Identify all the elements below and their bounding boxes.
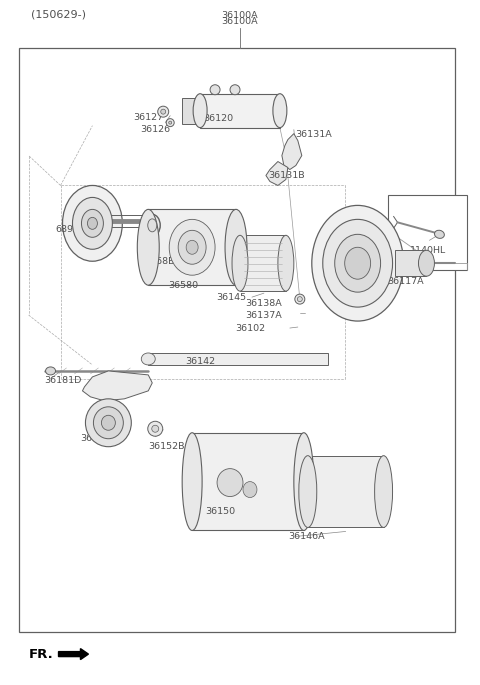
Ellipse shape bbox=[217, 469, 243, 497]
Text: FR.: FR. bbox=[29, 647, 53, 660]
Ellipse shape bbox=[273, 94, 287, 127]
Polygon shape bbox=[282, 134, 302, 169]
Bar bbox=[148, 353, 328, 365]
Ellipse shape bbox=[178, 230, 206, 264]
Ellipse shape bbox=[168, 121, 172, 124]
Text: 36170: 36170 bbox=[81, 434, 110, 443]
Text: 36137A: 36137A bbox=[245, 310, 282, 320]
Ellipse shape bbox=[62, 186, 122, 261]
Ellipse shape bbox=[299, 456, 317, 527]
Ellipse shape bbox=[186, 240, 198, 254]
Ellipse shape bbox=[295, 294, 305, 304]
Bar bbox=[148, 210, 236, 285]
Ellipse shape bbox=[230, 85, 240, 95]
Bar bbox=[387, 195, 468, 270]
Bar bbox=[200, 94, 280, 127]
Polygon shape bbox=[266, 162, 288, 186]
Ellipse shape bbox=[94, 407, 123, 438]
Ellipse shape bbox=[87, 217, 97, 229]
Ellipse shape bbox=[243, 482, 257, 497]
Ellipse shape bbox=[225, 210, 247, 285]
Ellipse shape bbox=[46, 367, 56, 375]
Ellipse shape bbox=[193, 94, 207, 127]
Text: 36580: 36580 bbox=[168, 281, 198, 290]
Text: 36100A: 36100A bbox=[222, 17, 258, 27]
Text: 36152B: 36152B bbox=[148, 443, 185, 451]
Ellipse shape bbox=[434, 230, 444, 238]
Ellipse shape bbox=[141, 353, 155, 365]
Ellipse shape bbox=[148, 219, 157, 232]
Ellipse shape bbox=[82, 210, 103, 237]
Text: 36138A: 36138A bbox=[245, 299, 282, 308]
Ellipse shape bbox=[278, 236, 294, 291]
Bar bbox=[395, 250, 426, 276]
Text: 36142: 36142 bbox=[185, 358, 216, 366]
FancyArrow shape bbox=[59, 649, 88, 660]
Bar bbox=[240, 236, 286, 291]
Text: 1140HL: 1140HL bbox=[409, 246, 446, 255]
Text: 36120: 36120 bbox=[203, 114, 233, 123]
Ellipse shape bbox=[152, 425, 159, 432]
Bar bbox=[308, 456, 384, 527]
Text: 36126: 36126 bbox=[140, 125, 170, 134]
Ellipse shape bbox=[144, 214, 160, 236]
Ellipse shape bbox=[161, 109, 166, 114]
Ellipse shape bbox=[72, 197, 112, 249]
Ellipse shape bbox=[312, 206, 404, 321]
Ellipse shape bbox=[323, 219, 393, 307]
Text: 36181D: 36181D bbox=[45, 376, 82, 386]
Ellipse shape bbox=[210, 85, 220, 95]
Ellipse shape bbox=[297, 297, 302, 301]
Ellipse shape bbox=[148, 421, 163, 436]
Ellipse shape bbox=[158, 106, 168, 117]
Ellipse shape bbox=[232, 236, 248, 291]
Ellipse shape bbox=[345, 247, 371, 279]
Ellipse shape bbox=[374, 456, 393, 527]
Polygon shape bbox=[182, 98, 198, 123]
Text: 36168B: 36168B bbox=[138, 257, 175, 266]
Ellipse shape bbox=[137, 210, 159, 285]
Ellipse shape bbox=[101, 415, 115, 430]
Text: 36117A: 36117A bbox=[387, 277, 424, 286]
Ellipse shape bbox=[169, 219, 215, 275]
Text: 36102: 36102 bbox=[235, 323, 265, 332]
Text: 68910B: 68910B bbox=[56, 225, 92, 234]
Ellipse shape bbox=[166, 119, 174, 127]
Bar bbox=[192, 433, 304, 530]
Ellipse shape bbox=[294, 433, 314, 530]
Text: 36131A: 36131A bbox=[295, 130, 332, 139]
Text: 36145: 36145 bbox=[216, 292, 246, 301]
Ellipse shape bbox=[182, 433, 202, 530]
Text: (150629-): (150629-) bbox=[31, 10, 85, 20]
Text: 36110: 36110 bbox=[333, 263, 363, 272]
Ellipse shape bbox=[85, 399, 132, 447]
Text: 36127: 36127 bbox=[133, 113, 163, 122]
Ellipse shape bbox=[335, 234, 381, 292]
Text: 36150: 36150 bbox=[205, 507, 235, 516]
Text: 36100A: 36100A bbox=[222, 12, 258, 21]
Polygon shape bbox=[83, 371, 152, 401]
Text: 36131B: 36131B bbox=[268, 171, 304, 180]
Text: 36146A: 36146A bbox=[288, 532, 324, 541]
Ellipse shape bbox=[419, 250, 434, 276]
Bar bbox=[19, 48, 456, 632]
